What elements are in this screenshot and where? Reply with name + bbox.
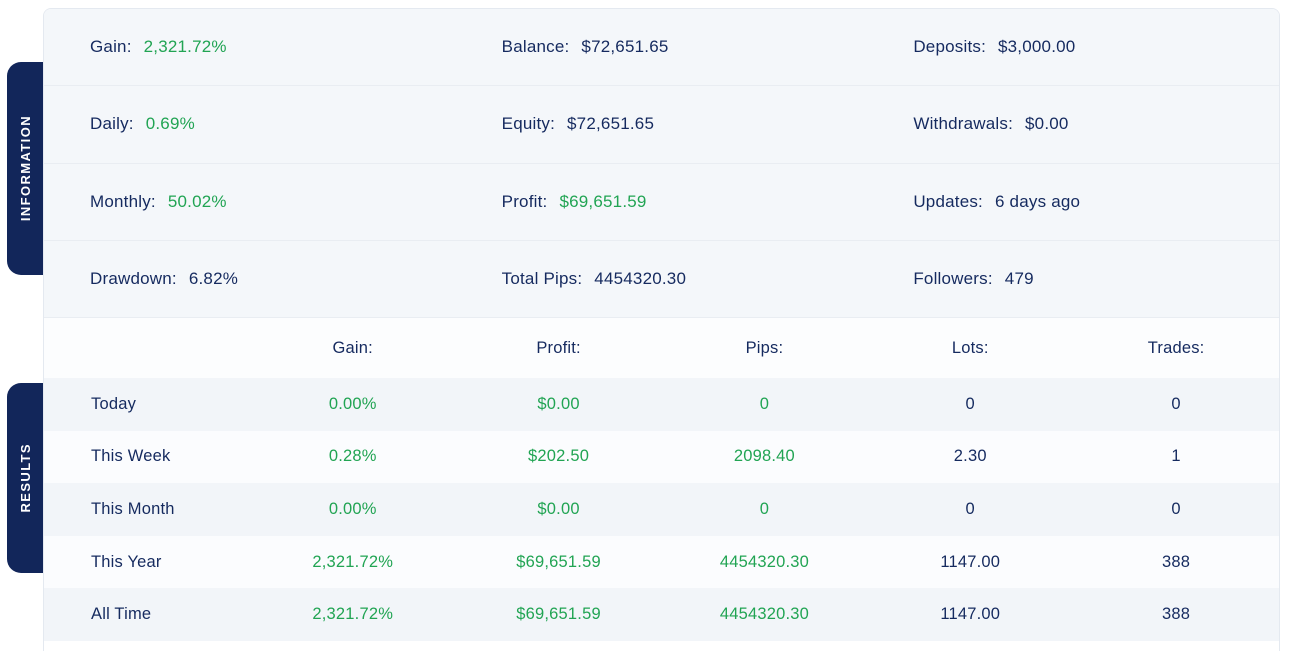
stat-withdrawals-value: $0.00 <box>1025 114 1069 134</box>
cell-gain: 2,321.72% <box>312 605 394 624</box>
info-row-1: Gain: 2,321.72% Balance: $72,651.65 Deposi… <box>44 9 1279 87</box>
results-row-this-year: This Year 2,321.72% $69,651.59 4454320.3… <box>44 535 1279 589</box>
cell-pips: 0 <box>759 499 770 518</box>
stat-profit: Profit: $69,651.59 <box>456 192 868 212</box>
stat-gain: Gain: 2,321.72% <box>44 37 456 57</box>
information-section: Gain: 2,321.72% Balance: $72,651.65 Deposi… <box>44 9 1279 318</box>
row-label: Today <box>91 394 137 413</box>
cell-gain: 0.28% <box>328 447 377 466</box>
results-header-profit: Profit: <box>536 338 581 357</box>
stat-equity-value: $72,651.65 <box>567 114 655 134</box>
account-stats-panel: Gain: 2,321.72% Balance: $72,651.65 Deposi… <box>43 8 1280 651</box>
row-label: This Month <box>91 499 175 518</box>
stat-deposits: Deposits: $3,000.00 <box>867 37 1279 57</box>
results-header-trades: Trades: <box>1147 338 1205 357</box>
cell-gain: 0.00% <box>328 394 377 413</box>
results-header-gain: Gain: <box>332 338 373 357</box>
results-header-lots: Lots: <box>951 338 989 357</box>
stat-drawdown-value: 6.82% <box>188 268 239 288</box>
stat-profit-label: Profit: <box>501 191 548 211</box>
cell-pips: 4454320.30 <box>719 552 809 571</box>
cell-lots: 2.30 <box>953 447 987 466</box>
tab-results-label: RESULTS <box>17 443 33 513</box>
cell-trades: 0 <box>1171 394 1181 413</box>
cell-profit: $202.50 <box>528 447 590 466</box>
results-row-this-week: This Week 0.28% $202.50 2098.40 2.30 1 <box>44 430 1279 484</box>
cell-trades: 388 <box>1162 605 1191 624</box>
stat-updates-value: 6 days ago <box>994 191 1081 211</box>
stat-monthly-value: 50.02% <box>167 191 227 211</box>
stat-profit-value: $69,651.59 <box>559 191 647 211</box>
stat-daily: Daily: 0.69% <box>44 114 456 134</box>
row-label: This Week <box>91 447 171 466</box>
tab-information-label: INFORMATION <box>17 115 33 222</box>
stat-withdrawals-label: Withdrawals: <box>913 114 1014 134</box>
stat-followers: Followers: 479 <box>867 269 1279 289</box>
info-row-2: Daily: 0.69% Equity: $72,651.65 Withdrawal… <box>44 86 1279 164</box>
cell-lots: 0 <box>965 394 975 413</box>
stat-balance: Balance: $72,651.65 <box>456 37 868 57</box>
stat-deposits-value: $3,000.00 <box>998 37 1076 57</box>
stat-equity: Equity: $72,651.65 <box>456 114 868 134</box>
cell-pips: 2098.40 <box>733 447 795 466</box>
stat-daily-value: 0.69% <box>145 114 195 134</box>
stat-drawdown: Drawdown: 6.82% <box>44 269 456 289</box>
results-header-row: Gain: Profit: Pips: Lots: Trades: <box>44 318 1279 378</box>
results-row-all-time: All Time 2,321.72% $69,651.59 4454320.30… <box>44 588 1279 641</box>
tab-results[interactable]: RESULTS <box>7 383 43 573</box>
cell-profit: $0.00 <box>537 499 580 518</box>
tab-information[interactable]: INFORMATION <box>7 62 43 275</box>
stat-balance-label: Balance: <box>501 37 570 57</box>
cell-pips: 0 <box>759 394 770 413</box>
results-section: Gain: Profit: Pips: Lots: Trades: Today … <box>44 318 1279 641</box>
cell-trades: 0 <box>1171 499 1181 518</box>
stat-updates: Updates: 6 days ago <box>867 192 1279 212</box>
cell-profit: $69,651.59 <box>516 605 601 624</box>
cell-pips: 4454320.30 <box>719 605 809 624</box>
stat-gain-label: Gain: <box>90 37 132 57</box>
cell-lots: 1147.00 <box>940 605 1001 624</box>
results-row-today: Today 0.00% $0.00 0 0 0 <box>44 378 1279 431</box>
cell-trades: 388 <box>1162 552 1191 571</box>
row-label: All Time <box>91 605 152 624</box>
stat-daily-label: Daily: <box>90 114 134 134</box>
cell-lots: 1147.00 <box>940 552 1001 571</box>
row-label: This Year <box>91 552 162 571</box>
stat-followers-label: Followers: <box>913 268 993 288</box>
stat-total-pips-value: 4454320.30 <box>594 268 687 288</box>
cell-lots: 0 <box>965 499 975 518</box>
results-header-pips: Pips: <box>745 338 784 357</box>
cell-profit: $0.00 <box>537 394 580 413</box>
stat-drawdown-label: Drawdown: <box>90 268 177 288</box>
cell-gain: 2,321.72% <box>312 552 394 571</box>
stat-deposits-label: Deposits: <box>913 37 986 57</box>
stat-total-pips: Total Pips: 4454320.30 <box>456 269 868 289</box>
results-body: Today 0.00% $0.00 0 0 0 This Week 0.28% … <box>44 378 1279 641</box>
info-row-4: Drawdown: 6.82% Total Pips: 4454320.30 Fol… <box>44 240 1279 318</box>
results-row-this-month: This Month 0.00% $0.00 0 0 0 <box>44 483 1279 536</box>
stat-monthly: Monthly: 50.02% <box>44 192 456 212</box>
stat-total-pips-label: Total Pips: <box>501 268 583 288</box>
cell-trades: 1 <box>1171 447 1181 466</box>
info-row-3: Monthly: 50.02% Profit: $69,651.59 Updates… <box>44 163 1279 241</box>
stat-followers-value: 479 <box>1004 268 1034 288</box>
stat-monthly-label: Monthly: <box>90 191 156 211</box>
stat-equity-label: Equity: <box>501 114 556 134</box>
cell-gain: 0.00% <box>328 499 377 518</box>
stat-withdrawals: Withdrawals: $0.00 <box>867 114 1279 134</box>
cell-profit: $69,651.59 <box>516 552 601 571</box>
stat-updates-label: Updates: <box>913 191 983 211</box>
stat-balance-value: $72,651.65 <box>581 37 669 57</box>
stat-gain-value: 2,321.72% <box>143 37 227 57</box>
